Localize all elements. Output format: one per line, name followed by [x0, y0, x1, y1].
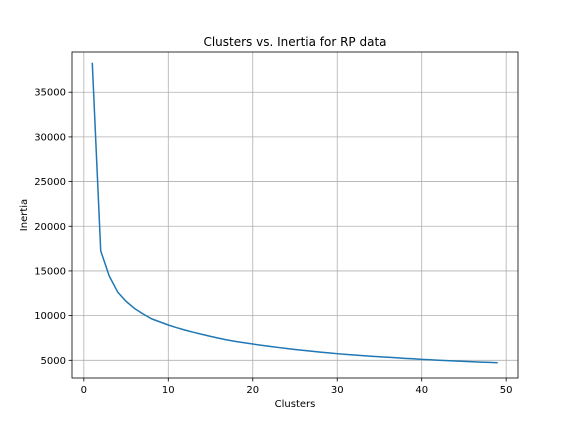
x-axis-ticks: 0 10 20 30 40 50 [81, 378, 513, 396]
y-tick-label: 10000 [34, 311, 66, 322]
y-axis-label: Inertia [19, 199, 30, 231]
y-axis-ticks: 5000 10000 15000 20000 25000 30000 35000 [34, 88, 72, 367]
y-tick-label: 35000 [34, 88, 66, 99]
y-tick-label: 15000 [34, 266, 66, 277]
x-tick-label: 20 [246, 385, 259, 396]
x-tick-label: 30 [331, 385, 344, 396]
x-tick-label: 50 [500, 385, 513, 396]
y-tick-label: 20000 [34, 222, 66, 233]
y-tick-label: 30000 [34, 132, 66, 143]
series-line [91, 62, 498, 364]
series-layer [91, 62, 498, 364]
chart-title: Clusters vs. Inertia for RP data [203, 35, 386, 49]
y-tick-label: 25000 [34, 177, 66, 188]
x-tick-label: 0 [81, 385, 87, 396]
y-tick-label: 5000 [41, 356, 66, 367]
x-tick-label: 10 [162, 385, 175, 396]
grid [72, 52, 518, 378]
x-axis-label: Clusters [275, 399, 316, 410]
x-tick-label: 40 [415, 385, 428, 396]
plot-frame [71, 51, 519, 379]
